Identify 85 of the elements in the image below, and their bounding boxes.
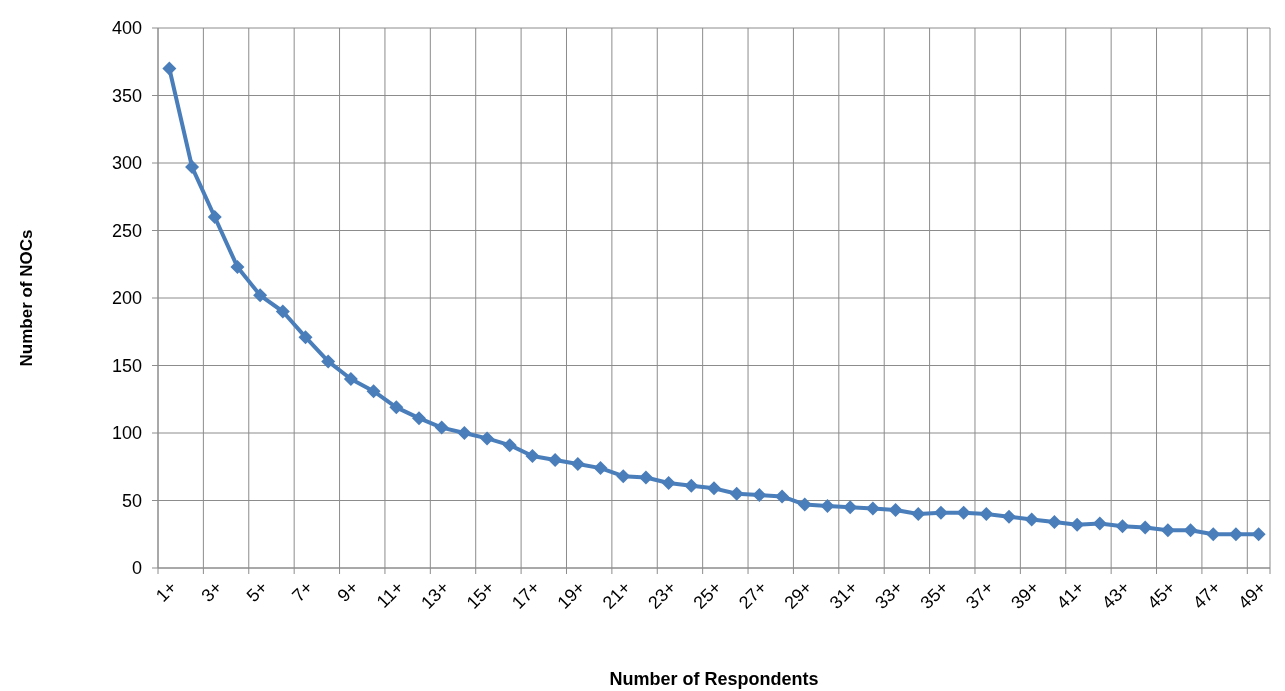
point: [253, 288, 268, 303]
x-tick-label: 29+: [780, 577, 817, 613]
point: [593, 461, 608, 476]
point: [911, 507, 926, 521]
x-tick-label: 9+: [333, 577, 363, 606]
point: [616, 469, 631, 484]
point: [1160, 523, 1175, 538]
point: [1228, 527, 1243, 542]
x-tick-label: 21+: [598, 577, 635, 613]
x-tick-label: 49+: [1234, 577, 1270, 613]
point: [1115, 519, 1130, 534]
x-tick-label: 13+: [417, 577, 453, 613]
point: [343, 372, 358, 386]
point: [570, 457, 585, 472]
x-tick-label: 37+: [961, 577, 998, 613]
point: [548, 453, 563, 467]
point: [661, 475, 676, 490]
point: [502, 438, 517, 453]
y-tick-label: 200: [111, 288, 142, 309]
point: [1092, 516, 1107, 531]
point: [298, 330, 313, 345]
point: [411, 411, 426, 426]
point: [1070, 517, 1085, 532]
point: [207, 210, 222, 224]
point: [797, 497, 812, 512]
x-tick-label: 23+: [644, 577, 680, 613]
point: [366, 384, 381, 399]
y-tick-label: 100: [111, 423, 142, 444]
x-axis-title: Number of Respondents: [609, 669, 819, 689]
point: [1024, 512, 1039, 527]
y-tick-label: 350: [111, 85, 142, 106]
point: [457, 426, 472, 440]
point: [956, 505, 971, 520]
point: [480, 431, 495, 446]
y-tick-label: 250: [111, 220, 142, 241]
point: [843, 500, 858, 515]
x-tick-label: 27+: [734, 577, 771, 613]
point: [185, 160, 200, 175]
x-tick-label: 43+: [1098, 577, 1134, 613]
x-tick-label: 33+: [871, 577, 907, 613]
point: [933, 505, 948, 520]
point: [820, 498, 835, 513]
point: [275, 304, 290, 319]
x-tick-label: 19+: [553, 577, 590, 613]
point: [638, 470, 653, 485]
point: [729, 486, 744, 501]
point: [1206, 527, 1221, 542]
point: [389, 400, 404, 415]
point: [230, 259, 245, 274]
point: [1002, 509, 1017, 524]
point: [1183, 523, 1198, 538]
x-tick-label: 35+: [916, 577, 953, 613]
point: [752, 488, 767, 503]
x-tick-label: 31+: [825, 577, 862, 613]
y-axis-title: Number of NOCs: [17, 229, 36, 367]
x-tick-label: 41+: [1052, 577, 1089, 613]
point: [888, 502, 903, 517]
point: [525, 448, 540, 463]
x-tick-label: 1+: [151, 577, 181, 606]
point: [162, 61, 177, 76]
x-tick-label: 15+: [462, 577, 499, 613]
y-tick-label: 300: [111, 153, 142, 174]
y-tick-label: 150: [111, 355, 142, 376]
point: [321, 354, 336, 369]
x-tick-label: 3+: [197, 577, 227, 606]
x-tick-label: 17+: [507, 577, 544, 613]
point: [979, 507, 994, 521]
x-tick-label: 5+: [242, 577, 272, 606]
x-tick-label: 45+: [1143, 577, 1180, 613]
point: [1251, 527, 1266, 542]
x-tick-label: 47+: [1188, 577, 1225, 613]
point: [865, 501, 880, 516]
point: [684, 478, 699, 493]
point: [1047, 515, 1062, 530]
x-tick-label: 39+: [1007, 577, 1043, 613]
point: [434, 420, 449, 435]
y-tick-label: 0: [131, 558, 142, 579]
point: [1138, 520, 1153, 535]
y-tick-label: 50: [121, 490, 142, 511]
y-tick-label: 400: [111, 18, 142, 39]
x-tick-label: 7+: [288, 577, 317, 606]
point: [707, 481, 721, 496]
x-tick-label: 11+: [372, 577, 408, 612]
x-tick-label: 25+: [689, 577, 726, 613]
point: [775, 489, 790, 504]
